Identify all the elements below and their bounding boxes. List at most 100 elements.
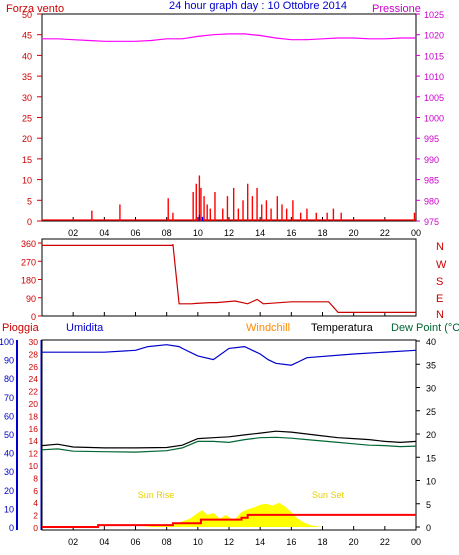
x-tick-label: 04 (99, 537, 109, 547)
rain-label: Pioggia (2, 322, 40, 334)
pressure-tick-label: 995 (424, 134, 439, 144)
x-tick-label: 18 (317, 228, 327, 238)
wind-tick-label: 15 (22, 155, 32, 165)
rain-tick-label: 16 (29, 424, 39, 434)
wind-tick-label: 25 (22, 114, 32, 124)
temperature-tick-label: 20 (426, 430, 436, 440)
sunrise-annotation: Sun Rise (138, 490, 175, 500)
rain-line (42, 513, 416, 528)
wind-tick-label: 20 (22, 134, 32, 144)
humidity-tick-label: 70 (4, 393, 14, 403)
pressure-tick-label: 1025 (424, 10, 444, 20)
wind-tick-label: 40 (22, 51, 32, 61)
rain-tick-label: 30 (29, 337, 39, 347)
x-tick-label: 10 (193, 228, 203, 238)
x-tick-label: 20 (349, 228, 359, 238)
solar-area (143, 502, 323, 527)
humidity-tick-label: 30 (4, 467, 14, 477)
x-tick-label: 08 (162, 537, 172, 547)
x-axis-ticks: 02 04 06 08 10 12 14 16 18 20 22 00 (68, 217, 421, 238)
humidity-tick-label: 80 (4, 374, 14, 384)
x-tick-label: 06 (130, 228, 140, 238)
humidity-label: Umidita (66, 322, 104, 334)
temperature-axis-ticks: 0 5 10 15 20 25 30 35 40 (416, 337, 436, 533)
x-tick-label: 00 (411, 537, 421, 547)
rain-tick-label: 6 (33, 486, 38, 496)
direction-tick-label: 0 (31, 312, 36, 322)
rain-tick-label: 22 (29, 387, 39, 397)
humidity-tick-label: 100 (0, 337, 14, 347)
temperature-line (41, 430, 417, 449)
temperature-label: Temperatura (311, 322, 374, 334)
dewpoint-label: Dew Point (°C (391, 322, 459, 334)
pressure-tick-label: 980 (424, 196, 439, 206)
rain-tick-label: 18 (29, 411, 39, 421)
x-tick-label: 04 (99, 228, 109, 238)
pressure-tick-label: 990 (424, 155, 439, 165)
compass-label: E (436, 293, 443, 305)
humidity-tick-label: 20 (4, 486, 14, 496)
rain-tick-label: 12 (29, 449, 39, 459)
temperature-tick-label: 5 (426, 500, 431, 510)
wind-tick-label: 45 (22, 31, 32, 41)
rain-tick-label: 28 (29, 349, 39, 359)
x-tick-label: 00 (411, 228, 421, 238)
pressure-tick-label: 1005 (424, 93, 444, 103)
x-tick-label: 22 (380, 228, 390, 238)
wind-tick-label: 10 (22, 176, 32, 186)
rain-tick-label: 8 (33, 473, 38, 483)
gust-series (198, 214, 204, 221)
x-tick-label: 12 (224, 228, 234, 238)
temperature-tick-label: 35 (426, 360, 436, 370)
humidity-axis-ticks: 0 10 20 30 40 50 60 70 80 90 100 (0, 337, 14, 533)
x-tick-label: 12 (224, 537, 234, 547)
pressure-tick-label: 975 (424, 217, 439, 227)
chart-title: 24 hour graph day : 10 Ottobre 2014 (169, 0, 347, 12)
humidity-line (42, 344, 417, 366)
x-tick-label: 14 (255, 228, 265, 238)
x-axis-labels: 02 04 06 08 10 12 14 16 18 20 22 00 (68, 537, 421, 547)
x-tick-label: 18 (317, 537, 327, 547)
compass-label: N (436, 309, 444, 321)
humidity-tick-label: 40 (4, 449, 14, 459)
rain-tick-label: 24 (29, 374, 39, 384)
compass-label: S (436, 276, 443, 288)
wind-pressure-plot-frame (41, 13, 417, 222)
wind-direction-plot-frame (41, 238, 417, 317)
x-tick-label: 16 (286, 537, 296, 547)
wind-axis-ticks: 0 5 10 15 20 25 30 35 40 45 50 (22, 10, 42, 227)
rain-tick-label: 0 (33, 523, 38, 533)
x-tick-label: 06 (130, 537, 140, 547)
wind-tick-label: 50 (22, 10, 32, 20)
rain-tick-label: 14 (29, 436, 39, 446)
x-tick-label: 02 (68, 228, 78, 238)
wind-tick-label: 30 (22, 93, 32, 103)
humidity-tick-label: 60 (4, 411, 14, 421)
humidity-tick-label: 10 (4, 504, 14, 514)
climate-plot-frame (41, 339, 417, 531)
pressure-tick-label: 985 (424, 176, 439, 186)
rain-tick-label: 4 (33, 498, 38, 508)
humidity-tick-label: 90 (4, 356, 14, 366)
temperature-tick-label: 30 (426, 384, 436, 394)
x-tick-label: 22 (380, 537, 390, 547)
wind-tick-label: 0 (27, 217, 32, 227)
temperature-tick-label: 10 (426, 477, 436, 487)
wind-tick-label: 35 (22, 72, 32, 82)
rain-tick-label: 26 (29, 362, 39, 372)
humidity-tick-label: 0 (9, 523, 14, 533)
sunset-annotation: Sun Set (312, 490, 345, 500)
pressure-line (42, 33, 416, 42)
temperature-tick-label: 25 (426, 407, 436, 417)
pressure-tick-label: 1000 (424, 114, 444, 124)
direction-tick-label: 180 (21, 276, 36, 286)
humidity-tick-label: 50 (4, 430, 14, 440)
compass-label: N (436, 241, 444, 253)
rain-tick-label: 10 (29, 461, 39, 471)
wind-series (42, 175, 416, 221)
temperature-tick-label: 40 (426, 337, 436, 347)
